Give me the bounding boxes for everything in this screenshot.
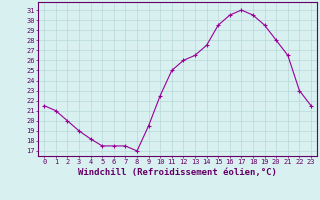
- X-axis label: Windchill (Refroidissement éolien,°C): Windchill (Refroidissement éolien,°C): [78, 168, 277, 177]
